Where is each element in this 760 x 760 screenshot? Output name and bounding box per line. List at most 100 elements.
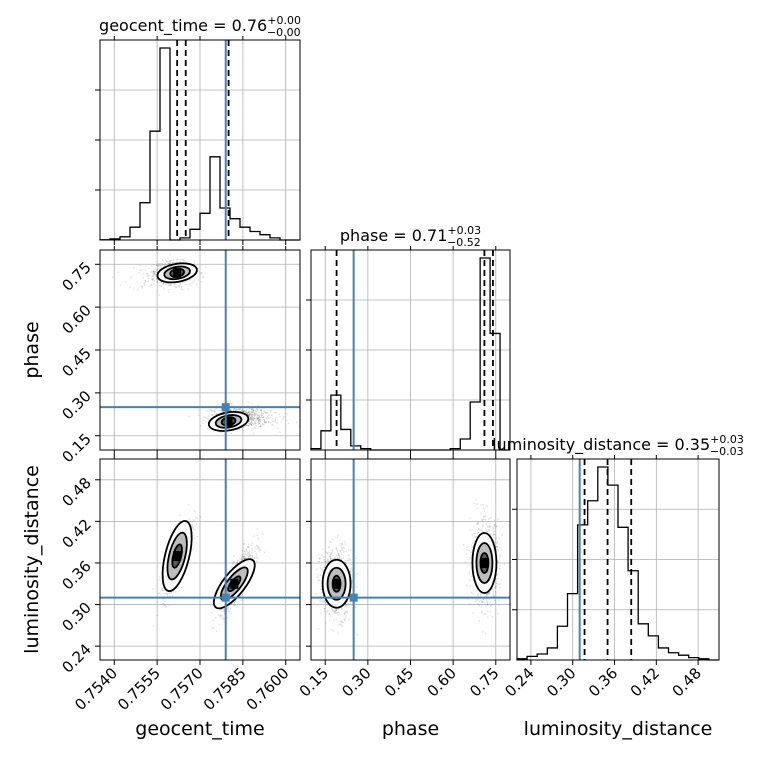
sample-point xyxy=(323,610,326,613)
histogram-panel-phase: phase = 0.71+0.03 −0.52 xyxy=(306,224,511,455)
sample-point xyxy=(251,548,253,550)
sample-point xyxy=(251,403,253,405)
sample-point xyxy=(493,595,495,597)
sample-point xyxy=(233,602,236,605)
sample-point xyxy=(254,550,257,553)
sample-point xyxy=(246,412,248,414)
sample-point xyxy=(164,606,166,609)
sample-point xyxy=(240,558,242,560)
sample-point xyxy=(346,611,348,614)
sample-point xyxy=(218,624,220,626)
sample-point xyxy=(343,619,346,621)
sample-point xyxy=(242,553,245,555)
sample-point xyxy=(499,556,501,558)
sample-point xyxy=(498,599,500,602)
sample-point xyxy=(156,264,159,267)
sample-point xyxy=(235,409,237,412)
sample-point xyxy=(325,560,328,563)
sample-point xyxy=(255,410,258,413)
sample-point xyxy=(333,610,336,612)
sample-point xyxy=(345,612,347,614)
sample-point xyxy=(166,595,169,597)
sample-point xyxy=(191,526,194,528)
sample-point xyxy=(493,536,495,539)
histogram-step xyxy=(99,47,300,241)
sample-point xyxy=(250,407,253,410)
sample-point xyxy=(192,281,194,284)
sample-point xyxy=(253,413,256,415)
sample-point xyxy=(176,260,178,263)
sample-point xyxy=(158,263,160,265)
sample-point xyxy=(325,622,327,624)
sample-point xyxy=(211,611,213,614)
sample-point xyxy=(247,546,249,548)
sample-point xyxy=(485,605,487,608)
sample-point xyxy=(260,414,263,417)
sample-point xyxy=(261,422,263,425)
sample-point xyxy=(213,410,216,412)
sample-point xyxy=(331,613,334,615)
sample-point xyxy=(476,593,479,596)
sample-point xyxy=(189,278,192,281)
sample-point xyxy=(220,617,223,619)
sample-point xyxy=(465,560,467,563)
sample-point xyxy=(496,560,499,562)
sample-point xyxy=(497,612,499,615)
sample-point xyxy=(327,610,329,612)
sample-point xyxy=(251,408,253,411)
sample-point xyxy=(236,561,239,564)
sample-point xyxy=(501,534,504,536)
sample-point xyxy=(205,417,208,420)
sample-point xyxy=(193,260,196,262)
sample-point xyxy=(248,414,251,416)
sample-point xyxy=(470,551,472,553)
sample-point xyxy=(326,552,329,554)
sample-point xyxy=(248,546,250,548)
sample-point xyxy=(156,281,159,283)
sample-point xyxy=(466,548,468,551)
panel-title: luminosity_distance = 0.35+0.03 −0.03 xyxy=(492,433,744,458)
sample-point xyxy=(265,417,268,420)
sample-point xyxy=(249,413,252,415)
sample-point xyxy=(243,558,245,560)
sample-point xyxy=(280,421,283,423)
sample-point xyxy=(482,523,484,526)
sample-point xyxy=(215,413,218,415)
sample-point xyxy=(169,253,171,256)
sample-point xyxy=(349,570,352,572)
sample-point xyxy=(179,258,181,261)
x-tick-label: 0.30 xyxy=(543,664,579,700)
sample-point xyxy=(215,630,218,633)
sample-point xyxy=(152,277,155,280)
sample-point xyxy=(163,288,165,290)
sample-point xyxy=(261,414,264,417)
sample-point xyxy=(251,416,253,419)
sample-point xyxy=(488,593,490,595)
sample-point xyxy=(257,557,259,559)
sample-point xyxy=(192,526,194,529)
sample-point xyxy=(476,599,479,601)
sample-point xyxy=(251,420,253,422)
sample-point xyxy=(252,422,254,425)
sample-point xyxy=(258,416,261,419)
sample-point xyxy=(262,412,265,415)
sample-point xyxy=(165,605,168,608)
sample-point xyxy=(341,625,344,627)
sample-point xyxy=(214,408,216,410)
sample-point xyxy=(250,423,253,426)
sample-point xyxy=(217,403,219,406)
sample-point xyxy=(340,547,343,549)
sample-point xyxy=(158,284,160,287)
sample-point xyxy=(220,615,222,617)
sample-point xyxy=(482,520,484,523)
sample-point xyxy=(230,409,233,411)
sample-point xyxy=(167,282,169,285)
sample-point xyxy=(146,273,148,276)
sample-point xyxy=(317,553,320,556)
sample-point xyxy=(258,418,261,421)
sample-point xyxy=(245,410,247,413)
sample-point xyxy=(331,608,333,611)
sample-point xyxy=(152,270,155,273)
sample-point xyxy=(197,414,200,416)
sample-point xyxy=(477,594,480,597)
